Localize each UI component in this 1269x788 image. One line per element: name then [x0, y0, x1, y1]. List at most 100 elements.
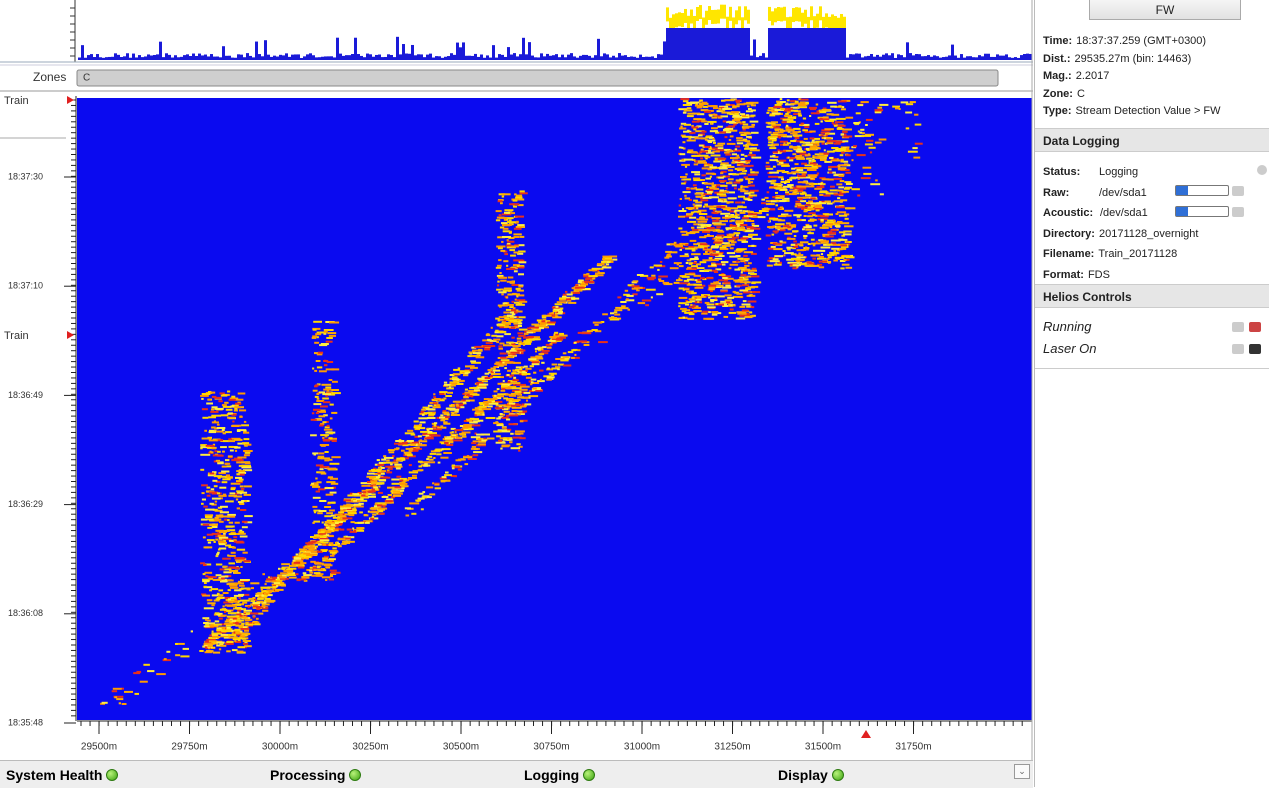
histogram-bar [642, 57, 645, 60]
detection [514, 228, 522, 230]
detection [441, 480, 446, 482]
histogram-peak [831, 14, 834, 28]
histogram-bar [267, 55, 270, 60]
detection [709, 288, 715, 290]
detection [234, 496, 243, 498]
histogram-bar [471, 56, 474, 60]
zone-bar[interactable] [77, 70, 998, 86]
detection [733, 304, 736, 306]
detection [507, 387, 511, 389]
histogram-bar [627, 57, 630, 60]
detection [454, 429, 463, 431]
detection [568, 351, 574, 353]
histogram-bar [414, 55, 417, 60]
detection [750, 273, 757, 275]
detection [490, 375, 493, 377]
detection [342, 517, 352, 519]
detection [744, 155, 747, 157]
detection [513, 377, 516, 379]
detection [239, 416, 242, 418]
detection [752, 268, 757, 270]
detection [209, 524, 218, 526]
detection [329, 432, 333, 434]
detection [737, 313, 746, 315]
detection [237, 507, 240, 509]
detection [664, 257, 669, 259]
histogram-bar [717, 28, 720, 60]
detection [732, 173, 739, 175]
histogram-bar [501, 55, 504, 60]
detection [224, 623, 233, 625]
detection [706, 277, 713, 279]
detection [791, 258, 801, 260]
detection [725, 294, 732, 296]
detection [465, 463, 469, 465]
detection [332, 381, 338, 383]
detection [211, 451, 213, 453]
detection [243, 552, 248, 554]
detection [218, 535, 225, 537]
detection [347, 529, 352, 531]
detection [772, 155, 775, 157]
detection [121, 688, 124, 690]
histogram-peak [792, 8, 795, 22]
histogram-bar [312, 55, 315, 60]
detection [766, 214, 768, 216]
detection [685, 166, 687, 168]
histogram-bar [711, 28, 714, 60]
detection [737, 142, 743, 144]
histogram-bar [576, 58, 579, 60]
detection [574, 354, 576, 356]
histogram-bar [378, 55, 381, 60]
detection [501, 222, 508, 224]
detection [696, 161, 698, 163]
detection [419, 465, 423, 467]
detection [750, 144, 758, 146]
detection [522, 404, 525, 406]
detection [229, 555, 236, 557]
detection [839, 175, 845, 177]
detection [795, 201, 800, 203]
detection [745, 140, 751, 142]
detection [816, 241, 818, 243]
detection [396, 468, 401, 470]
detection [715, 159, 718, 161]
detection [266, 600, 275, 602]
detection [807, 169, 817, 171]
histogram-bar [579, 56, 582, 60]
detection [512, 284, 520, 286]
histogram-bar [201, 55, 204, 60]
detection [697, 227, 704, 229]
detection [220, 511, 229, 513]
detection [805, 229, 815, 231]
histogram-bar [309, 53, 312, 60]
histogram-bar [645, 57, 648, 60]
detection [112, 690, 117, 692]
detection [418, 498, 425, 500]
detection [463, 456, 472, 458]
detection [236, 499, 238, 501]
detection [226, 627, 231, 629]
detection [717, 235, 725, 237]
detection [221, 576, 229, 578]
detection [440, 457, 448, 459]
detection [768, 136, 777, 138]
histogram-bar [84, 58, 87, 60]
histogram-bar [534, 57, 537, 60]
detection [733, 182, 740, 184]
detection [322, 576, 331, 578]
detection [494, 390, 498, 392]
detection [734, 210, 742, 212]
detection [516, 296, 518, 298]
detection [704, 183, 712, 185]
detection [776, 188, 781, 190]
detection [745, 178, 754, 180]
detection [771, 121, 778, 123]
detection [328, 437, 332, 439]
detection [803, 235, 807, 237]
detection [396, 458, 405, 460]
histogram-bar [180, 57, 183, 60]
detection [180, 655, 189, 657]
detection [383, 462, 392, 464]
detection [784, 233, 792, 235]
